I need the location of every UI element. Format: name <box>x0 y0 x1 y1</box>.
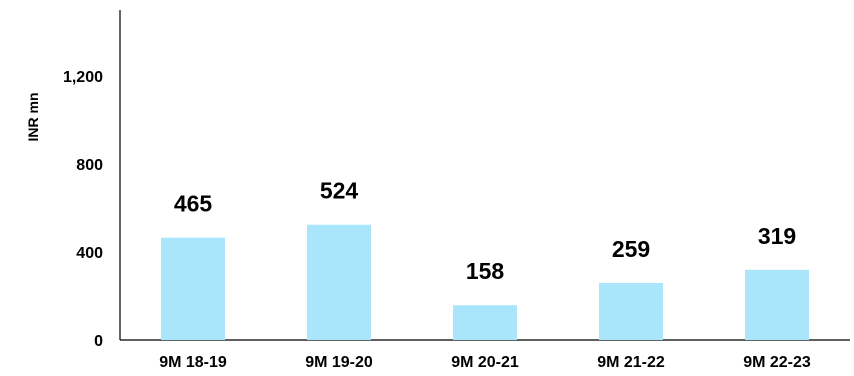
bar <box>599 283 663 340</box>
data-label: 465 <box>174 191 213 217</box>
x-category-label: 9M 18-19 <box>159 354 227 371</box>
y-tick-label: 1,200 <box>63 69 103 86</box>
bar <box>307 224 371 340</box>
y-tick-labels: 0 400 800 1,200 <box>63 69 103 350</box>
data-label: 319 <box>758 223 796 249</box>
x-category-label: 9M 20-21 <box>451 354 519 371</box>
x-category-label: 9M 21-22 <box>597 354 665 371</box>
category-labels: 9M 18-19 9M 19-20 9M 20-21 9M 21-22 9M 22-23 <box>159 354 811 371</box>
data-label: 524 <box>320 178 359 204</box>
y-tick-label: 400 <box>76 245 103 262</box>
x-category-label: 9M 22-23 <box>743 354 811 371</box>
data-label: 158 <box>466 258 505 284</box>
y-axis-title: INR mn <box>25 93 41 142</box>
data-label: 259 <box>612 236 650 262</box>
y-tick-label: 0 <box>94 333 103 350</box>
bars <box>161 224 809 340</box>
x-category-label: 9M 19-20 <box>305 354 373 371</box>
bar <box>745 269 809 340</box>
data-labels: 465 524 158 259 319 <box>174 178 796 285</box>
bar <box>453 305 517 340</box>
y-tick-label: 800 <box>76 157 103 174</box>
bar <box>161 237 225 340</box>
